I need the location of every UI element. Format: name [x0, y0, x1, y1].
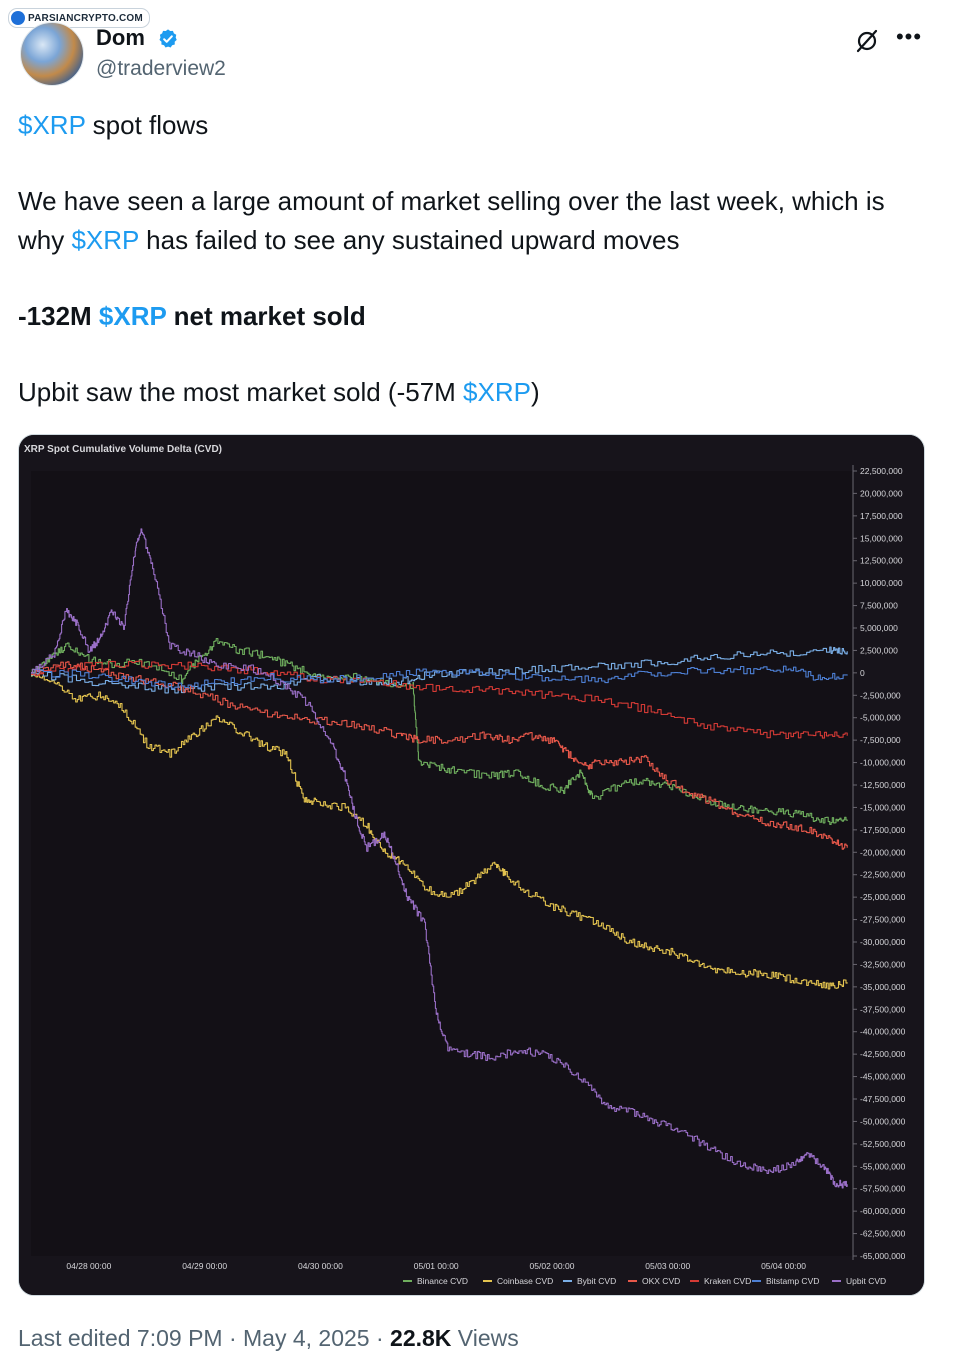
legend-label: Coinbase CVD	[497, 1276, 553, 1286]
tweet-text: $XRP spot flows We have seen a large amo…	[18, 106, 928, 412]
legend-label: Bybit CVD	[577, 1276, 616, 1286]
cashtag-link[interactable]: $XRP	[71, 225, 139, 255]
series-line-bybit-cvd	[31, 646, 848, 694]
cashtag-link[interactable]: $XRP	[98, 301, 167, 331]
y-tick-label: 17,500,000	[860, 511, 903, 521]
more-icon[interactable]: •••	[895, 24, 923, 49]
author-handle[interactable]: @traderview2	[96, 57, 226, 80]
y-tick-label: -47,500,000	[860, 1094, 906, 1104]
y-tick-label: 15,000,000	[860, 533, 903, 543]
y-tick-label: -37,500,000	[860, 1004, 906, 1014]
y-tick-label: -35,000,000	[860, 982, 906, 992]
y-tick-label: -5,000,000	[860, 713, 901, 723]
watermark-text: PARSIANCRYPTO.COM	[28, 12, 143, 24]
x-tick-label: 05/03 00:00	[645, 1261, 690, 1271]
tweet-paragraph-2: We have seen a large amount of market se…	[18, 186, 885, 255]
legend-label: Bitstamp CVD	[766, 1276, 819, 1286]
views-count: 22.8K	[390, 1325, 452, 1351]
legend-label: OKX CVD	[642, 1276, 680, 1286]
y-tick-label: -32,500,000	[860, 959, 906, 969]
cashtag-link[interactable]: $XRP	[463, 377, 531, 407]
y-tick-label: -52,500,000	[860, 1139, 906, 1149]
tweet-meta: Last edited 7:09 PM · May 4, 2025 · 22.8…	[18, 1322, 519, 1354]
y-tick-label: -10,000,000	[860, 758, 906, 768]
y-tick-label: -50,000,000	[860, 1116, 906, 1126]
x-tick-label: 05/02 00:00	[530, 1261, 575, 1271]
plot-area	[31, 471, 853, 1256]
y-tick-label: -60,000,000	[860, 1206, 906, 1216]
series-line-bitstamp-cvd	[31, 665, 848, 689]
y-tick-label: -20,000,000	[860, 847, 906, 857]
y-tick-label: -40,000,000	[860, 1027, 906, 1037]
legend-label: Kraken CVD	[704, 1276, 751, 1286]
y-tick-label: 5,000,000	[860, 623, 898, 633]
chart-title: XRP Spot Cumulative Volume Delta (CVD)	[24, 444, 222, 455]
y-tick-label: 10,000,000	[860, 578, 903, 588]
y-tick-label: -22,500,000	[860, 870, 906, 880]
cvd-chart: XRP Spot Cumulative Volume Delta (CVD) 2…	[19, 435, 924, 1295]
y-tick-label: -45,000,000	[860, 1072, 906, 1082]
series-line-okx-cvd	[31, 661, 848, 850]
y-tick-label: -30,000,000	[860, 937, 906, 947]
y-tick-label: -7,500,000	[860, 735, 901, 745]
x-tick-label: 04/28 00:00	[66, 1261, 111, 1271]
y-tick-label: -12,500,000	[860, 780, 906, 790]
y-tick-label: -25,000,000	[860, 892, 906, 902]
y-tick-label: -57,500,000	[860, 1184, 906, 1194]
legend-label: Upbit CVD	[846, 1276, 886, 1286]
tweet-line-1: $XRP spot flows	[18, 110, 209, 140]
y-tick-label: -55,000,000	[860, 1161, 906, 1171]
verified-badge-icon[interactable]	[157, 28, 179, 50]
x-tick-label: 05/04 00:00	[761, 1261, 806, 1271]
author-name[interactable]: Dom	[96, 25, 145, 50]
chart-image[interactable]: XRP Spot Cumulative Volume Delta (CVD) 2…	[18, 434, 925, 1296]
y-tick-label: -62,500,000	[860, 1229, 906, 1239]
y-tick-label: -15,000,000	[860, 802, 906, 812]
views-label: Views	[451, 1325, 519, 1351]
tweet-paragraph-4: Upbit saw the most market sold (-57M $XR…	[18, 377, 540, 407]
series-line-kraken-cvd	[31, 660, 848, 740]
parsiancrypto-logo-icon	[11, 11, 25, 25]
y-tick-label: -65,000,000	[860, 1251, 906, 1261]
y-tick-label: -2,500,000	[860, 690, 901, 700]
y-tick-label: -42,500,000	[860, 1049, 906, 1059]
y-tick-label: 22,500,000	[860, 466, 903, 476]
edited-timestamp[interactable]: Last edited 7:09 PM · May 4, 2025 ·	[18, 1325, 391, 1351]
cashtag-link[interactable]: $XRP	[18, 110, 86, 140]
y-tick-label: -17,500,000	[860, 825, 906, 835]
x-tick-label: 04/29 00:00	[182, 1261, 227, 1271]
y-tick-label: 20,000,000	[860, 488, 903, 498]
y-tick-label: 0	[860, 668, 865, 678]
tweet-paragraph-3: -132M $XRP net market sold	[18, 301, 366, 331]
series-line-upbit-cvd	[31, 528, 848, 1189]
y-tick-label: 2,500,000	[860, 645, 898, 655]
series-line-coinbase-cvd	[31, 671, 848, 990]
y-tick-label: 7,500,000	[860, 601, 898, 611]
avatar[interactable]	[20, 22, 84, 86]
y-tick-label: 12,500,000	[860, 556, 903, 566]
y-tick-label: -27,500,000	[860, 915, 906, 925]
x-tick-label: 04/30 00:00	[298, 1261, 343, 1271]
grok-icon[interactable]	[854, 28, 880, 54]
x-tick-label: 05/01 00:00	[414, 1261, 459, 1271]
legend-label: Binance CVD	[417, 1276, 468, 1286]
